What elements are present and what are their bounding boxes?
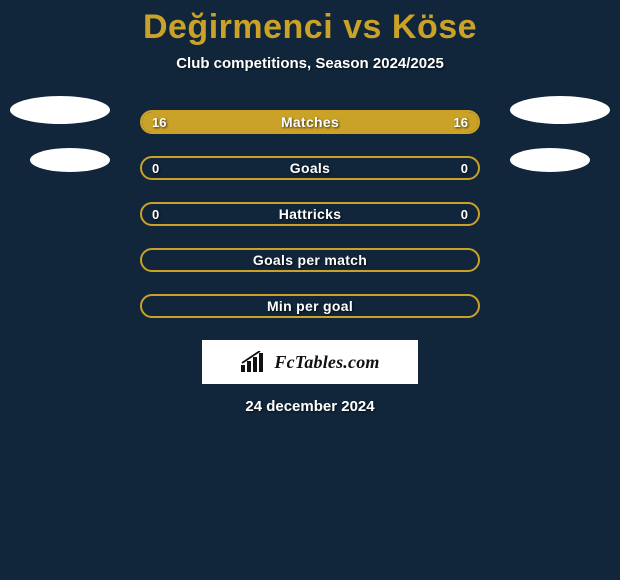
player2-avatar-small [510,148,590,172]
brand-text: FcTables.com [274,352,379,373]
vs-text: vs [343,8,382,46]
stat-bars: 1616Matches 00Goals 00Hattricks Goals per m… [140,110,480,318]
page-title: Değirmenci vs Köse [0,0,620,47]
stat-row: 00Goals [140,156,480,180]
stat-row: 00Hattricks [140,202,480,226]
stat-label: Hattricks [142,204,478,224]
stat-label: Matches [142,112,478,132]
stat-label: Min per goal [142,296,478,316]
player2-name: Köse [392,8,477,46]
brand-chart-icon [240,351,268,373]
stat-row: Min per goal [140,294,480,318]
stat-label: Goals per match [142,250,478,270]
stat-row: Goals per match [140,248,480,272]
comparison-area: 1616Matches 00Goals 00Hattricks Goals per m… [0,110,620,415]
stat-row: 1616Matches [140,110,480,134]
player1-name: Değirmenci [143,8,333,46]
player2-avatar-large [510,96,610,124]
brand-badge: FcTables.com [202,340,418,384]
player1-avatar-small [30,148,110,172]
snapshot-date: 24 december 2024 [0,398,620,415]
subtitle: Club competitions, Season 2024/2025 [0,55,620,72]
player1-avatar-large [10,96,110,124]
stat-label: Goals [142,158,478,178]
